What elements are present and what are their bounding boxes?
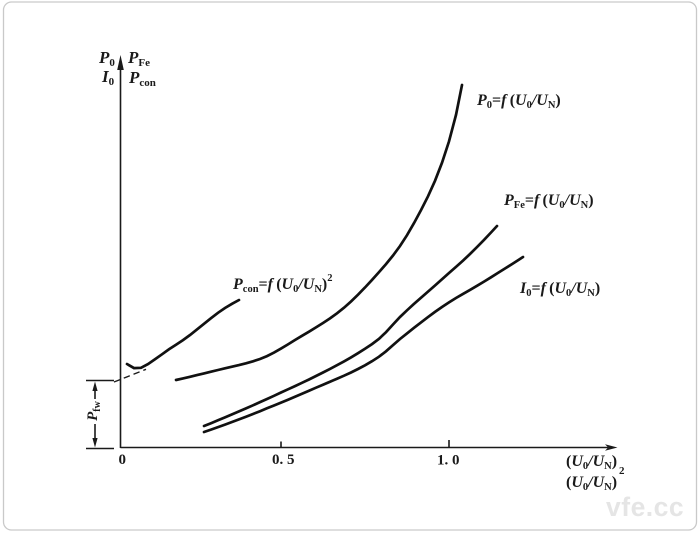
svg-text:Pcon: Pcon: [128, 68, 156, 89]
svg-text:PFe: PFe: [127, 48, 150, 69]
svg-text:P0=f (U0/UN): P0=f (U0/UN): [476, 92, 561, 111]
svg-text:1. 0: 1. 0: [437, 453, 460, 469]
svg-text:I0: I0: [101, 67, 115, 88]
svg-text:2: 2: [619, 465, 625, 477]
svg-text:(U0/UN): (U0/UN): [566, 453, 617, 472]
svg-text:P0: P0: [98, 48, 115, 69]
svg-text:(U0/UN): (U0/UN): [566, 474, 617, 493]
svg-text:Pfw: Pfw: [85, 400, 103, 421]
svg-text:I0=f (U0/UN): I0=f (U0/UN): [519, 280, 600, 299]
svg-text:0: 0: [119, 452, 127, 468]
svg-text:PFe=f (U0/UN): PFe=f (U0/UN): [503, 192, 594, 211]
svg-text:0. 5: 0. 5: [272, 452, 295, 468]
svg-text:vfe.cc: vfe.cc: [606, 492, 684, 522]
